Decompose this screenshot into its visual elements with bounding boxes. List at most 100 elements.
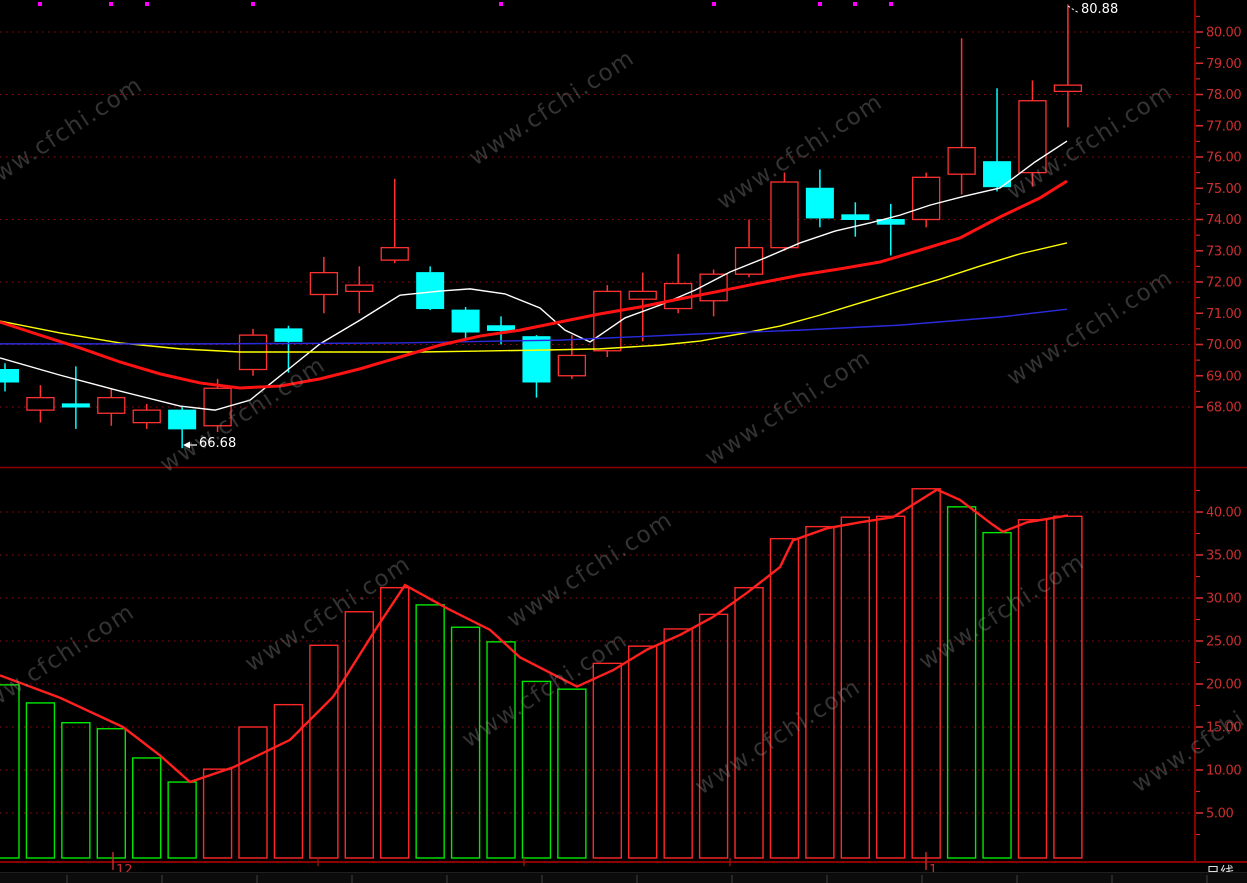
candle-body-down [451, 309, 480, 333]
annotation-low-price: 66.68 [199, 436, 237, 451]
candle-body-down [522, 336, 551, 383]
indicator-bar [167, 781, 197, 859]
low-annotation-arrowhead [183, 441, 190, 449]
indicator-axis-label: 40.00 [1206, 506, 1241, 521]
ma-white-line [0, 140, 1068, 411]
indicator-axis-label: 30.00 [1206, 592, 1241, 607]
status-strip-separator [731, 875, 733, 883]
candle-body-down [0, 369, 19, 383]
high-annotation-arrow [1067, 5, 1080, 14]
candle-body-down [274, 328, 303, 342]
event-marker-dot [889, 2, 893, 6]
indicator-axis-label: 20.00 [1206, 678, 1241, 693]
indicator-bar [273, 703, 304, 859]
price-axis-label: 70.00 [1206, 338, 1241, 353]
status-strip-separator [1206, 875, 1208, 883]
price-axis-label: 78.00 [1206, 88, 1241, 103]
indicator-bar [521, 680, 552, 859]
indicator-bar [592, 662, 623, 859]
candle-body-down [841, 214, 870, 220]
event-marker-dot [853, 2, 857, 6]
price-axis-label: 76.00 [1206, 151, 1241, 166]
ma-red-line [0, 179, 1068, 390]
indicator-axis-label: 15.00 [1206, 721, 1241, 736]
annotation-high-price: 80.88 [1081, 2, 1119, 17]
candle-body-up [97, 396, 126, 414]
candle-body-up [593, 290, 622, 352]
indicator-bar [450, 626, 481, 859]
indicator-bar [380, 586, 410, 859]
indicator-bar [202, 768, 233, 859]
candle-body-up [699, 273, 728, 302]
indicator-bar [946, 506, 977, 859]
indicator-bar [628, 645, 658, 859]
candle-body-up [770, 181, 799, 249]
candle-body-down [168, 409, 197, 430]
status-strip-separator [351, 875, 353, 883]
status-strip-separator [1016, 875, 1018, 883]
event-marker-dot [109, 2, 113, 6]
candle-body-up [26, 396, 55, 411]
price-axis-label: 69.00 [1206, 369, 1241, 384]
indicator-bar [344, 611, 374, 859]
ma-blue-line [0, 308, 1068, 345]
price-axis-label: 73.00 [1206, 244, 1241, 259]
indicator-bar [25, 702, 56, 859]
time-axis-label-january: 1 [929, 863, 938, 878]
status-strip [0, 872, 1247, 883]
candle-body-up [557, 354, 587, 377]
indicator-bar [0, 684, 20, 859]
candle-body-down [876, 219, 905, 225]
indicator-axis-label: 35.00 [1206, 549, 1241, 564]
indicator-bar [238, 726, 268, 859]
candle-body-down [61, 403, 90, 408]
price-axis-label: 79.00 [1206, 57, 1241, 72]
indicator-bar [486, 641, 516, 859]
event-marker-dot [499, 2, 503, 6]
indicator-bar [61, 722, 91, 859]
candle-body-up [132, 409, 161, 424]
candle-body-down [983, 161, 1012, 188]
price-axis-label: 71.00 [1206, 307, 1241, 322]
candle-body-up [912, 176, 941, 221]
indicator-bar [876, 515, 906, 859]
event-marker-dot [145, 2, 149, 6]
price-axis-label: 80.00 [1206, 26, 1241, 41]
price-axis-label: 77.00 [1206, 119, 1241, 134]
indicator-bar [415, 604, 445, 859]
event-marker-dot [251, 2, 255, 6]
status-strip-separator [921, 875, 923, 883]
indicator-bar [769, 537, 800, 859]
indicator-bar [1017, 519, 1048, 859]
event-marker-dot [712, 2, 716, 6]
indicator-bar [1053, 515, 1083, 859]
indicator-bar [557, 688, 587, 859]
status-strip-separator [256, 875, 258, 883]
indicator-line [0, 488, 1069, 784]
indicator-axis-label: 10.00 [1206, 764, 1241, 779]
candle-body-up [345, 284, 374, 293]
indicator-bar [840, 516, 871, 859]
candle-body-down [487, 325, 516, 331]
status-strip-separator [541, 875, 543, 883]
ma-yellow-line [0, 242, 1068, 353]
status-strip-separator [636, 875, 638, 883]
candle-body-up [1053, 84, 1083, 93]
event-marker-dot [818, 2, 822, 6]
candle-body-up [947, 146, 976, 175]
candle-body-up [309, 271, 339, 296]
indicator-bar [663, 628, 693, 859]
candle-body-up [380, 246, 409, 261]
indicator-bar [698, 613, 729, 859]
candle-body-up [628, 290, 657, 300]
indicator-bar [96, 728, 126, 859]
price-axis-label: 72.00 [1206, 276, 1241, 291]
candle-body-down [805, 187, 834, 219]
price-axis-label: 68.00 [1206, 401, 1241, 416]
candle-body-up [1018, 100, 1047, 174]
status-strip-separator [1111, 875, 1113, 883]
indicator-bar [132, 757, 162, 859]
indicator-axis-label: 5.00 [1206, 807, 1233, 822]
